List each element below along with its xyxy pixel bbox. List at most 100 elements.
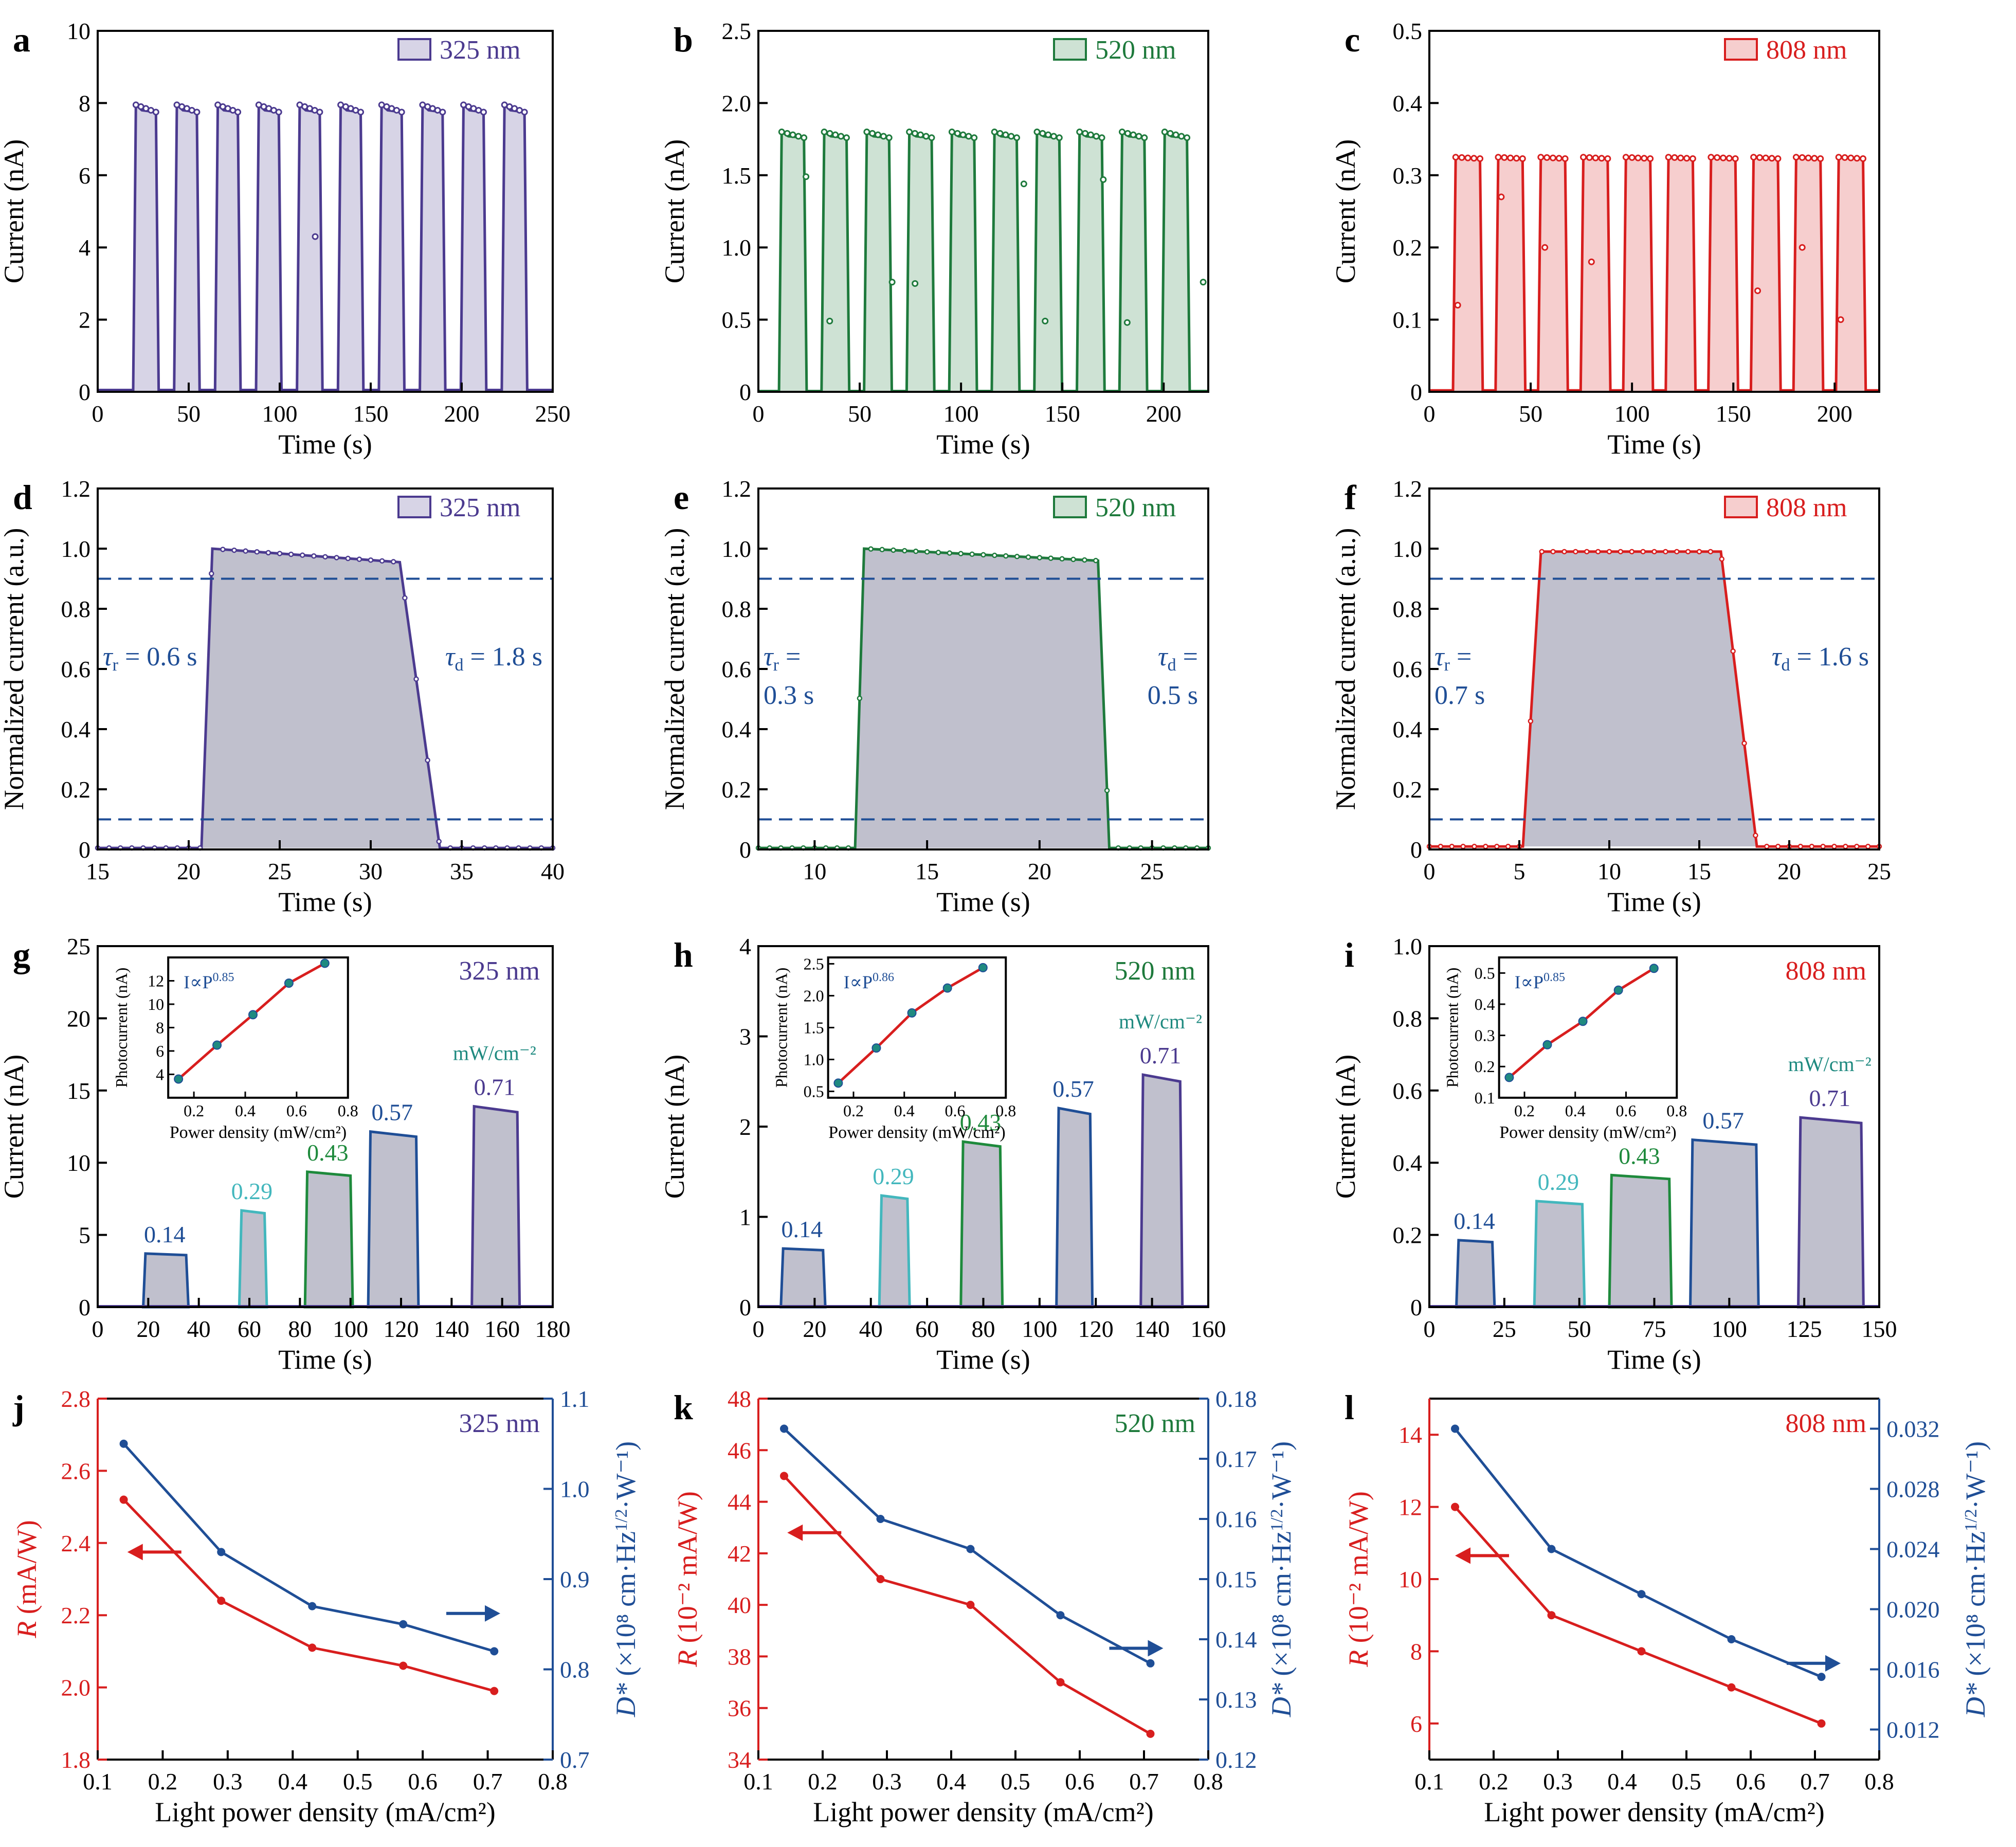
y-tick-label: 20 xyxy=(67,1005,90,1031)
step-label: 0.14 xyxy=(1454,1208,1495,1234)
panel-g: g 0.14 0.29 0.43 0.57 0.71 mW/cm⁻² 0.2 0.4 0.6 0.8… xyxy=(0,933,571,1375)
y-tick-label-left: 2.4 xyxy=(61,1530,91,1556)
y-tick-label: 15 xyxy=(67,1078,90,1104)
data-point xyxy=(826,130,833,137)
data-point xyxy=(906,129,913,136)
data-point xyxy=(1671,154,1678,161)
y-tick-label: 0.4 xyxy=(61,716,91,743)
y-tick-label-right: 0.14 xyxy=(1215,1626,1257,1653)
data-point xyxy=(209,571,214,576)
data-point xyxy=(1651,549,1657,555)
x-tick-label: 0.1 xyxy=(83,1768,113,1795)
axis-unit: ·W⁻¹) xyxy=(610,1441,641,1509)
data-point xyxy=(1087,131,1094,138)
y-tick-label-right: 0.13 xyxy=(1215,1687,1257,1713)
x-tick-label: 0.7 xyxy=(1129,1768,1159,1795)
data-point xyxy=(217,1548,226,1556)
x-axis-label: Time (s) xyxy=(278,429,372,460)
x-axis-label: Time (s) xyxy=(936,886,1030,917)
data-point xyxy=(1727,1635,1736,1643)
y-tick-label-right: 0.17 xyxy=(1215,1446,1257,1472)
x-tick-label: 120 xyxy=(1078,1316,1114,1342)
x-tick-label: 25 xyxy=(1493,1316,1516,1342)
axis-unit: ·W⁻¹) xyxy=(1266,1441,1297,1509)
y-tick-label-right: 0.18 xyxy=(1215,1386,1257,1412)
y-tick-label: 1.0 xyxy=(1393,933,1423,959)
x-tick-label: 0.6 xyxy=(1736,1768,1766,1795)
data-point xyxy=(265,550,271,556)
data-point xyxy=(1696,549,1702,555)
data-point xyxy=(1629,549,1634,555)
data-point xyxy=(1622,154,1629,161)
arrow-head xyxy=(787,1524,803,1541)
tau-value: = xyxy=(1450,642,1472,672)
y-axis-label-right: D* (×10⁸ cm·Hz1/2·W⁻¹) xyxy=(610,1441,641,1717)
data-point xyxy=(875,131,882,138)
step-label: 0.43 xyxy=(960,1109,1002,1135)
x-tick-label: 100 xyxy=(1712,1316,1747,1342)
data-point xyxy=(436,839,442,844)
data-point xyxy=(254,549,260,555)
tau-symbol: τ xyxy=(1158,642,1169,672)
tau-subscript: d xyxy=(1781,656,1790,675)
inset-y-tick-label: 4 xyxy=(156,1065,164,1083)
data-point xyxy=(876,1515,885,1523)
y-tick-label-left: 14 xyxy=(1399,1422,1422,1448)
tau-rise-label: τr = xyxy=(764,642,801,675)
x-axis-label: Time (s) xyxy=(278,1344,372,1375)
legend-swatch xyxy=(1053,38,1087,61)
data-point xyxy=(1726,155,1733,162)
x-tick-label: 0 xyxy=(92,401,104,427)
x-tick-label: 200 xyxy=(444,401,480,427)
x-tick-label: 0.2 xyxy=(808,1768,838,1795)
data-point xyxy=(1580,154,1587,161)
y-tick-label-right: 0.028 xyxy=(1886,1476,1940,1502)
step-bar xyxy=(959,1140,1004,1309)
y-tick-label: 0.1 xyxy=(1393,307,1423,333)
y-tick-label: 6 xyxy=(79,162,90,189)
x-tick-label: 150 xyxy=(1862,1316,1897,1342)
y-tick-label: 8 xyxy=(79,90,90,116)
data-point xyxy=(1831,843,1837,849)
y-tick-label: 1.5 xyxy=(722,162,752,189)
x-axis-label: Light power density (mA/cm²) xyxy=(1484,1797,1825,1827)
y-tick-label-right: 0.12 xyxy=(1215,1747,1257,1773)
x-tick-label: 10 xyxy=(803,858,826,884)
step-label: 0.29 xyxy=(873,1163,914,1189)
y-axis-label-right: D* (×10⁸ cm·Hz1/2·W⁻¹) xyxy=(1266,1441,1297,1717)
y-axis-label: Current (nA) xyxy=(1330,1055,1361,1199)
y-tick-label: 2.0 xyxy=(722,90,752,116)
x-tick-label: 40 xyxy=(541,858,565,884)
data-point xyxy=(1764,843,1770,849)
step-label: 0.71 xyxy=(1809,1085,1851,1111)
plot-area xyxy=(1451,1424,1841,1728)
inset-y-tick-label: 6 xyxy=(156,1042,164,1060)
data-point xyxy=(780,1424,788,1433)
x-axis-label: Time (s) xyxy=(1607,1344,1701,1375)
y-tick-label-left: 38 xyxy=(728,1643,751,1670)
y-tick-label-right: 1.0 xyxy=(560,1476,590,1502)
data-point xyxy=(119,1495,128,1504)
data-point xyxy=(231,547,237,553)
data-point xyxy=(308,1643,317,1652)
data-point xyxy=(1708,549,1714,555)
data-point xyxy=(1146,1729,1155,1738)
panel-label: j xyxy=(12,1388,25,1427)
data-point xyxy=(1797,843,1804,849)
inset-data-point xyxy=(907,1008,917,1018)
data-point xyxy=(1817,155,1824,162)
y-tick-label: 0.2 xyxy=(61,776,91,803)
data-point xyxy=(480,108,487,116)
x-tick-label: 0.7 xyxy=(1800,1768,1830,1795)
panel-label: b xyxy=(674,20,693,59)
data-point xyxy=(312,233,319,240)
step-bar xyxy=(779,1247,827,1309)
data-point xyxy=(1050,133,1057,140)
step-bar xyxy=(303,1170,354,1309)
axes-frame xyxy=(1428,30,1880,393)
axis-unit: (×10⁸ cm·Hz xyxy=(1960,1531,1991,1683)
x-tick-label: 100 xyxy=(1022,1316,1057,1342)
data-point xyxy=(1762,154,1769,161)
panel-l: l 0.1 0.2 0.3 0.4 0.5 0.6 0.7 0.8 Light power den… xyxy=(1343,1388,1991,1827)
axis-unit: (mA/W) xyxy=(11,1520,42,1621)
